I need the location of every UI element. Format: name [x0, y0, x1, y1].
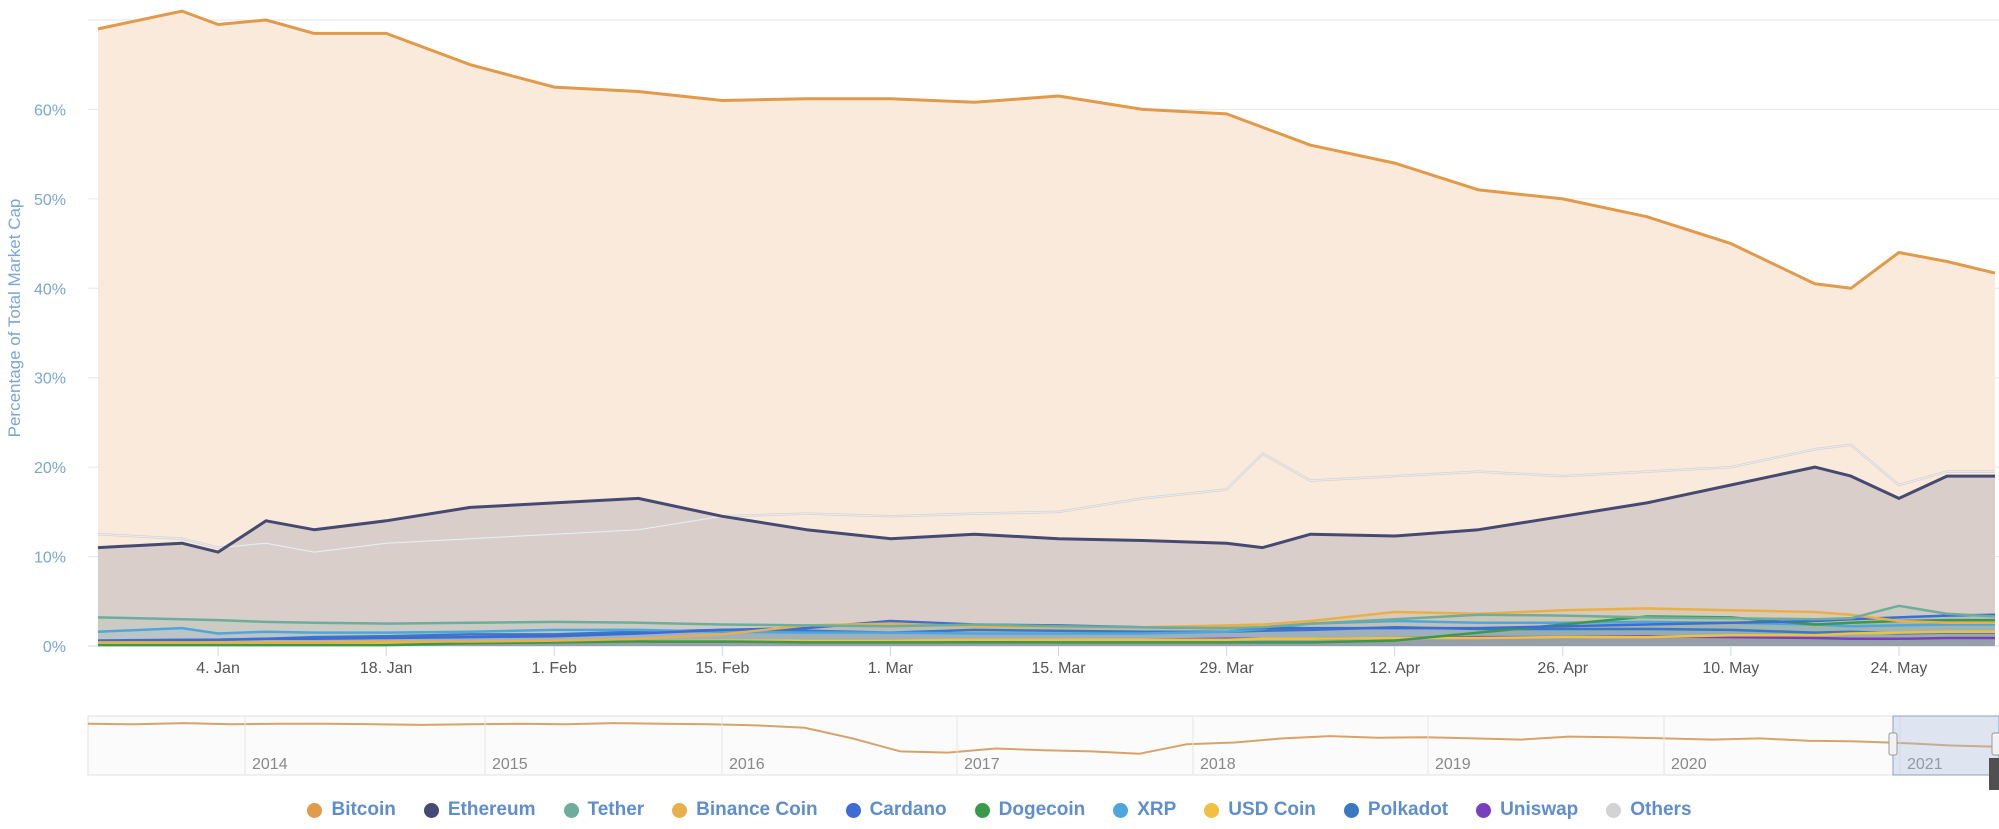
x-tick-label: 26. Apr	[1537, 660, 1588, 677]
legend-marker-icon	[845, 802, 861, 818]
legend-item-xrp[interactable]: XRP	[1113, 799, 1176, 821]
navigator-year-label: 2019	[1435, 756, 1471, 773]
x-tick-label: 24. May	[1870, 660, 1927, 677]
legend-label: Binance Coin	[696, 799, 818, 820]
series-line-bitcoin	[97, 9, 1996, 290]
series-line-ethereum	[97, 465, 1995, 554]
legend-label: Uniswap	[1500, 799, 1579, 820]
series-line-highlight	[97, 444, 1995, 553]
y-tick-label: 60%	[34, 102, 66, 119]
legend-item-others[interactable]: Others	[1606, 799, 1692, 821]
series-area-bitcoin	[98, 11, 1995, 647]
series-line-polkadot	[98, 625, 1995, 642]
navigator-year-label: 2014	[252, 756, 288, 773]
series-line-tether	[97, 604, 1996, 630]
navigator-year-label: 2016	[729, 756, 765, 773]
y-tick-label: 20%	[34, 460, 66, 477]
legend-marker-icon	[423, 802, 439, 818]
navigator-selection[interactable]	[1892, 715, 1999, 776]
legend-label: USD Coin	[1228, 799, 1316, 820]
legend-marker-icon	[1606, 802, 1622, 818]
x-tick-label: 18. Jan	[360, 660, 412, 677]
legend-marker-icon	[974, 802, 990, 818]
x-tick-label: 15. Feb	[695, 660, 749, 677]
legend-label: Polkadot	[1367, 799, 1449, 820]
navigator-handle-right[interactable]	[1991, 732, 1999, 756]
x-tick-label: 29. Mar	[1199, 660, 1254, 677]
x-tick-label: 1. Mar	[868, 660, 914, 677]
legend-marker-icon	[1343, 802, 1359, 818]
y-axis-title: Percentage of Total Market Cap	[5, 199, 24, 438]
legend-label: Cardano	[869, 799, 947, 820]
navigator-year-label: 2015	[492, 756, 528, 773]
x-tick-label: 1. Feb	[532, 660, 577, 677]
legend-item-dogecoin[interactable]: Dogecoin	[974, 799, 1086, 821]
y-tick-label: 10%	[34, 550, 66, 567]
legend-label: Dogecoin	[998, 799, 1086, 820]
x-tick-label: 4. Jan	[196, 660, 240, 677]
navigator-panel[interactable]	[87, 715, 1999, 776]
legend-marker-icon	[307, 802, 323, 818]
series-line-xrp	[97, 619, 1995, 635]
navigator-scrollbar-thumb[interactable]	[1989, 758, 1999, 810]
legend-marker-icon	[563, 802, 579, 818]
legend-marker-icon	[1204, 802, 1220, 818]
legend-marker-icon	[1113, 802, 1129, 818]
x-tick-label: 15. Mar	[1031, 660, 1086, 677]
y-tick-label: 0%	[43, 639, 66, 656]
navigator-year-label: 2018	[1200, 756, 1236, 773]
legend-item-ethereum[interactable]: Ethereum	[423, 799, 536, 821]
series-line-usd-coin	[98, 630, 1995, 645]
legend-item-polkadot[interactable]: Polkadot	[1343, 799, 1449, 821]
chart-canvas: 0% 10% 20% 30% 40% 50% 60% Percentage of Total …	[5, 9, 1999, 810]
legend-item-uniswap[interactable]: Uniswap	[1476, 799, 1578, 821]
legend-label: XRP	[1137, 799, 1177, 820]
y-tick-label: 40%	[34, 281, 66, 298]
navigator-year-label: 2017	[964, 756, 1000, 773]
y-tick-label: 30%	[34, 371, 66, 388]
legend-marker-icon	[1476, 802, 1492, 818]
chart-legend: Bitcoin Ethereum Tether Binance Coin Cardano…	[0, 796, 1999, 824]
legend-item-usd-coin[interactable]: USD Coin	[1204, 799, 1316, 821]
legend-item-cardano[interactable]: Cardano	[845, 799, 947, 821]
legend-item-binance-coin[interactable]: Binance Coin	[672, 799, 818, 821]
legend-label: Ethereum	[447, 799, 536, 820]
legend-item-tether[interactable]: Tether	[563, 799, 645, 821]
y-tick-label: 50%	[34, 192, 66, 209]
legend-label: Others	[1630, 799, 1692, 820]
navigator-handle-left[interactable]	[1888, 732, 1898, 756]
legend-marker-icon	[672, 802, 688, 818]
x-tick-label: 12. Apr	[1369, 660, 1420, 677]
navigator-year-label: 2021	[1907, 756, 1943, 773]
legend-label: Bitcoin	[331, 799, 396, 820]
series-area-ethereum	[98, 467, 1995, 646]
legend-label: Tether	[587, 799, 645, 820]
navigator-series-line	[87, 722, 1999, 755]
x-tick-label: 10. May	[1702, 660, 1759, 677]
navigator-year-label: 2020	[1671, 756, 1707, 773]
legend-item-bitcoin[interactable]: Bitcoin	[307, 799, 396, 821]
